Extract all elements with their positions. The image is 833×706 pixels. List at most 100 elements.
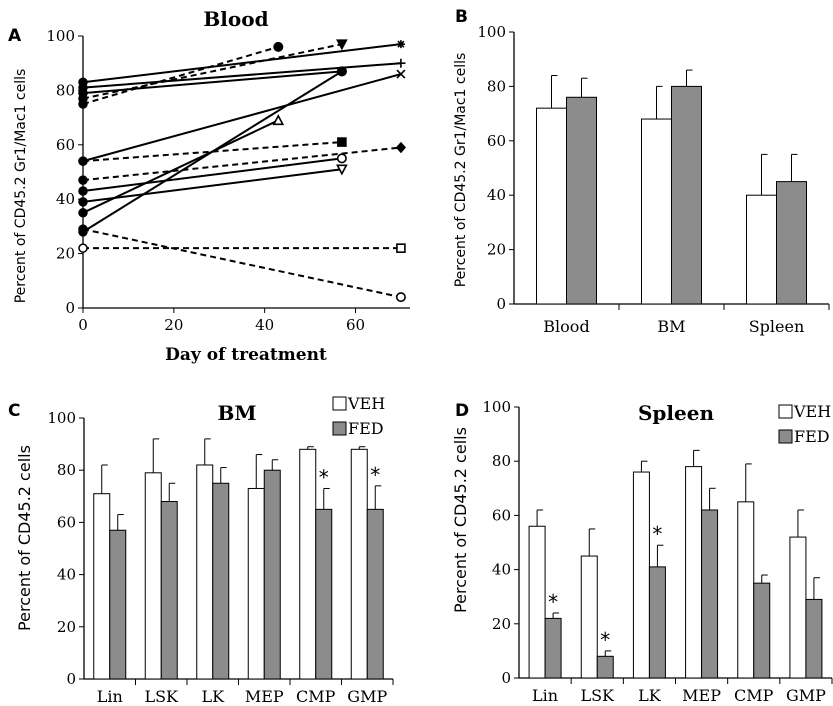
- panel-d-bar-fed: [544, 617, 562, 679]
- panel-d-category-label: Lin: [532, 686, 558, 705]
- panel-b-ytick-label: 20: [487, 241, 506, 259]
- panel-d-ylabel: Percent of CD45.2 cells: [451, 427, 470, 613]
- panel-c-bar-veh: [247, 487, 265, 680]
- data-point: [396, 58, 406, 68]
- panel-d-significance-star: *: [548, 590, 558, 614]
- panel-d-chart: 0 20 40 60 80 100 Lin * LSK * LK * MEP CMP GMP: [482, 398, 833, 705]
- panel-c-bar-fed: [109, 529, 127, 680]
- panel-letter-d: D: [455, 401, 469, 421]
- panel-c-category-label: LSK: [144, 687, 179, 706]
- panel-c-category-label: GMP: [347, 687, 387, 706]
- panel-d-ytick-label: 80: [492, 452, 511, 470]
- panel-c-ytick-label: 60: [57, 513, 76, 531]
- data-point: [78, 243, 88, 253]
- panel-c-significance-star: *: [319, 465, 329, 489]
- data-point: [78, 224, 88, 234]
- panel-b-category-label: Blood: [543, 317, 589, 336]
- panel-b-ytick-label: 60: [487, 132, 506, 150]
- series-line-7: [82, 168, 343, 203]
- panel-d-ytick-label: 40: [492, 561, 511, 579]
- panel-c-category-label: Lin: [97, 687, 123, 706]
- panel-b-bar-veh: [536, 107, 567, 305]
- data-point: [395, 141, 406, 154]
- data-point: [78, 156, 88, 166]
- data-point: [272, 114, 285, 126]
- series-line-6: [82, 157, 343, 193]
- data-point: [396, 243, 406, 253]
- panel-b-category-label: BM: [657, 317, 685, 336]
- legend-d-fed-swatch: [778, 429, 793, 444]
- panel-b-category-label: Spleen: [749, 317, 805, 336]
- panel-c-ytick-label: 100: [47, 409, 76, 427]
- panel-d-category-label: MEP: [682, 686, 721, 705]
- panel-c-significance-star: *: [370, 463, 380, 487]
- panel-d-bar-fed: [805, 598, 823, 679]
- panel-a-xlabel: Day of treatment: [165, 345, 327, 365]
- data-point: [395, 292, 406, 303]
- panel-d-ytick-label: 0: [501, 669, 511, 687]
- legend-c-fed-swatch: [332, 421, 347, 436]
- panel-c-bar-veh: [93, 493, 111, 680]
- panel-b-bar-veh: [641, 118, 672, 305]
- panel-a-xtick-label: 20: [164, 316, 183, 334]
- panel-d-bar-fed: [753, 582, 771, 679]
- panel-c-category-label: MEP: [245, 687, 284, 706]
- panel-d-bar-fed: [596, 655, 614, 679]
- series-line-12: [82, 146, 402, 182]
- panel-b-ytick-label: 0: [496, 295, 506, 313]
- panel-c-bar-veh: [350, 448, 368, 680]
- panel-a-ytick-label: 60: [56, 136, 75, 154]
- data-point: [78, 175, 88, 185]
- legend-c-fed-label: FED: [348, 419, 384, 438]
- series-line-10: [82, 43, 343, 100]
- panel-c-ytick-label: 0: [66, 670, 76, 688]
- panel-a-xtick-label: 40: [255, 316, 274, 334]
- panel-c-bar-fed: [160, 501, 178, 680]
- panel-b-bar-fed: [776, 181, 807, 305]
- panel-c-chart: 0 20 40 60 80 100 Lin LSK LK MEP CMP * GMP *: [47, 409, 394, 706]
- panel-c-bar-fed: [366, 508, 384, 680]
- panel-d-category-label: GMP: [786, 686, 826, 705]
- panel-c-bar-veh: [144, 472, 162, 680]
- panel-a-xtick-label: 0: [78, 316, 88, 334]
- data-point: [78, 208, 88, 218]
- data-point: [337, 137, 347, 147]
- panel-d-ytick-label: 100: [482, 398, 511, 416]
- panel-d-bar-veh: [737, 501, 755, 679]
- panel-b-bar-fed: [671, 85, 702, 305]
- panel-letter-c: C: [8, 401, 20, 421]
- panel-c-bar-fed: [212, 482, 230, 680]
- panel-c-title: BM: [217, 401, 256, 425]
- panel-c-ylabel: Percent of CD45.2 cells: [15, 445, 34, 631]
- panel-a-ytick-label: 100: [46, 27, 75, 45]
- legend-c-veh-swatch: [332, 396, 347, 411]
- panel-c-bar-fed: [315, 508, 333, 680]
- panel-b-ytick-label: 40: [487, 186, 506, 204]
- data-point: [396, 40, 405, 49]
- panel-c-ytick-label: 80: [57, 461, 76, 479]
- panel-d-bar-veh: [528, 525, 546, 679]
- panel-c-ytick-label: 40: [57, 566, 76, 584]
- panel-b-ytick-label: 100: [477, 23, 506, 41]
- panel-d-bar-fed: [648, 566, 666, 679]
- panel-a-ylabel: Percent of CD45.2 Gr1/Mac1 cells: [13, 69, 29, 304]
- panel-d-category-label: CMP: [734, 686, 774, 705]
- data-point: [336, 39, 348, 51]
- legend-d-fed-label: FED: [794, 427, 830, 446]
- data-point: [78, 93, 88, 104]
- panel-c-bar-fed: [263, 469, 281, 680]
- panel-letter-b: B: [455, 7, 468, 27]
- panel-d-bar-veh: [789, 536, 807, 679]
- panel-c-ytick-label: 20: [57, 618, 76, 636]
- panel-b-bar-veh: [746, 194, 777, 305]
- data-point: [78, 186, 88, 196]
- series-line-14: [82, 228, 402, 299]
- panel-d-ytick-label: 60: [492, 506, 511, 524]
- series-line-11: [82, 141, 342, 163]
- panel-d-category-label: LSK: [580, 686, 615, 705]
- legend-d-veh-swatch: [778, 404, 793, 419]
- panel-d-category-label: LK: [638, 686, 662, 705]
- panel-a-chart: 0 20 40 60 80 100 0 20 40 60: [46, 27, 410, 334]
- legend-c-veh-label: VEH: [347, 394, 385, 413]
